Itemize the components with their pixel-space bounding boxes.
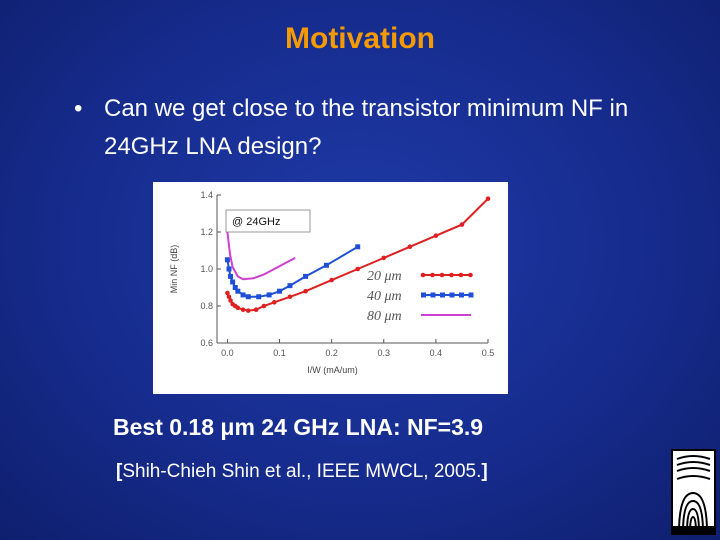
legend-label: 40 μm — [367, 289, 402, 304]
slide-title: Motivation — [285, 22, 435, 55]
x-tick-label: 0.2 — [325, 348, 338, 358]
legend-marker — [430, 272, 435, 278]
series-1-point — [355, 266, 361, 272]
series-1-point — [272, 300, 277, 305]
reference-text: Shih-Chieh Shin et al., IEEE MWCL, 2005. — [122, 461, 482, 482]
legend-marker — [420, 272, 426, 278]
legend-marker — [468, 272, 473, 278]
series-2-point — [235, 288, 241, 294]
y-axis-label: Min NF (dB) — [169, 245, 179, 294]
bullet-symbol: • — [74, 95, 83, 122]
bullet-text: Can we get close to the transistor minim… — [104, 95, 629, 160]
legend-marker — [468, 292, 474, 298]
legend-marker — [439, 272, 445, 278]
nf-chart-figure: 0.0 0.1 0.2 0.3 0.4 0.5 0.6 0.8 1.0 1.2 1.4 I/W (mA… — [153, 182, 508, 394]
series-2-point — [303, 273, 309, 279]
legend-label: 80 μm — [367, 309, 402, 324]
legend-marker — [440, 292, 445, 298]
x-tick-label: 0.5 — [482, 348, 495, 358]
x-axis-label: I/W (mA/um) — [307, 365, 358, 375]
series-1-point — [485, 196, 491, 201]
legend-marker — [449, 292, 455, 298]
reference-open-bracket: [ — [116, 461, 123, 482]
series-2-point — [224, 257, 230, 263]
y-tick-label: 0.8 — [200, 301, 213, 311]
series-2-point — [228, 273, 234, 279]
series-2-point — [256, 294, 262, 300]
series-2-point — [277, 288, 283, 294]
series-1-point — [225, 290, 230, 296]
legend-marker — [459, 292, 464, 298]
legend-marker — [430, 292, 436, 298]
series-2-point — [323, 262, 329, 268]
series-1-point — [407, 244, 413, 250]
legend-marker — [458, 272, 464, 278]
series-1-point — [459, 222, 465, 227]
series-2-point — [232, 285, 238, 290]
series-2-point — [266, 292, 272, 298]
reference-citation: [Shih-Chieh Shin et al., IEEE MWCL, 2005… — [116, 461, 488, 483]
y-tick-label: 0.6 — [200, 338, 213, 348]
series-1-point — [261, 303, 267, 309]
series-2-point — [240, 292, 246, 298]
series-1-point — [433, 233, 439, 238]
series-2-point — [287, 283, 293, 289]
x-tick-label: 0.0 — [221, 348, 234, 358]
series-1-point — [329, 277, 334, 283]
legend-label: 20 μm — [367, 269, 402, 284]
annotation-label: @ 24GHz — [232, 216, 280, 228]
series-1-point — [240, 307, 246, 312]
x-tick-label: 0.1 — [273, 348, 286, 358]
reference-close-bracket: ] — [481, 461, 488, 482]
series-1-point — [303, 288, 308, 294]
series-2-point — [226, 266, 232, 272]
y-tick-label: 1.0 — [200, 264, 213, 274]
x-tick-label: 0.3 — [378, 348, 391, 358]
series-line-2 — [226, 245, 359, 298]
annotation-box — [225, 209, 311, 233]
series-1-point — [253, 307, 259, 312]
series-1-point — [287, 294, 293, 300]
x-tick-label: 0.4 — [430, 348, 443, 358]
series-1-point — [245, 308, 251, 313]
series-1-point — [226, 294, 232, 300]
series-1-point — [381, 255, 387, 261]
series-2-point — [355, 244, 361, 250]
series-2-point — [245, 294, 251, 300]
university-logo-icon — [671, 449, 716, 535]
series-line-3 — [226, 231, 296, 281]
series-1-point — [235, 305, 241, 311]
y-tick-label: 1.4 — [200, 190, 213, 200]
series-1-point — [228, 298, 233, 303]
series-2-point — [230, 279, 236, 285]
result-text: Best 0.18 μm 24 GHz LNA: NF=3.9 — [113, 414, 484, 440]
legend-marker — [421, 292, 426, 298]
y-tick-label: 1.2 — [200, 227, 213, 237]
legend-marker — [449, 272, 454, 278]
nf-chart: 0.0 0.1 0.2 0.3 0.4 0.5 0.6 0.8 1.0 1.2 1.4 I/W (mA… — [169, 190, 495, 375]
